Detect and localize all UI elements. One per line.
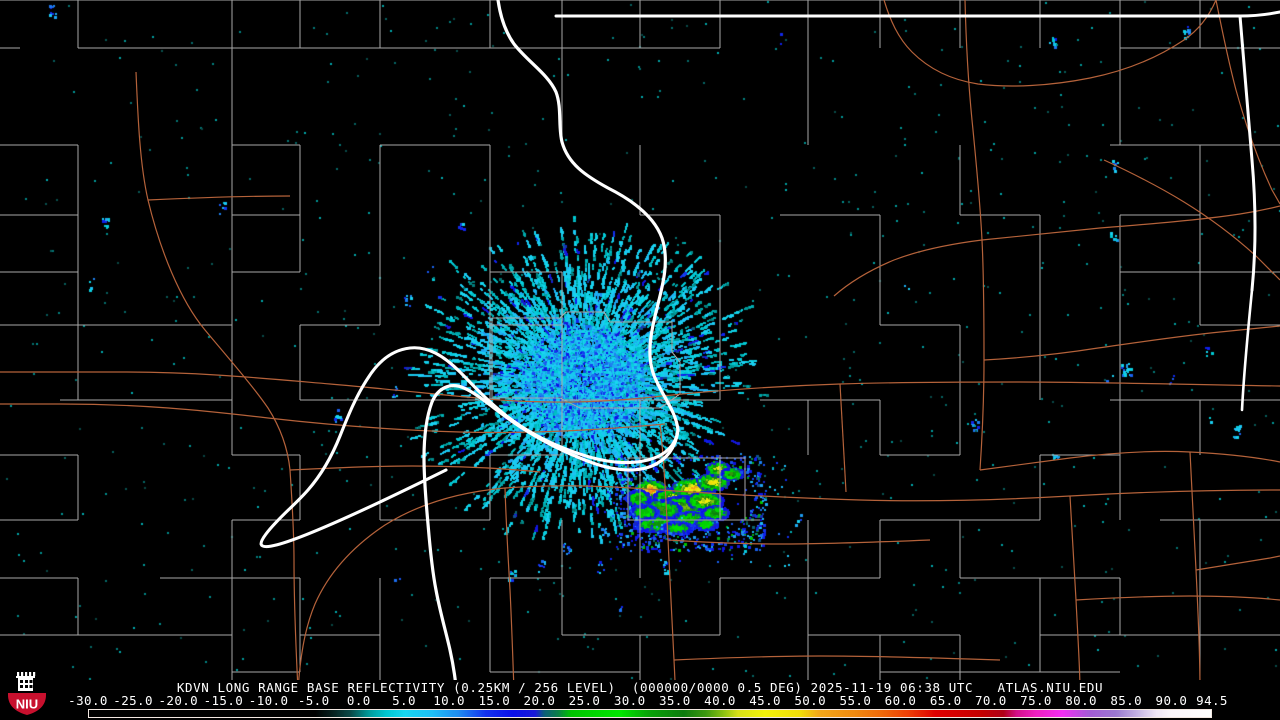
hwy-18: [504, 487, 515, 691]
hwy-22: [147, 195, 291, 201]
colorbar-tick-20: 70.0: [974, 693, 1007, 708]
colorbar-tick-3: -15.0: [203, 693, 244, 708]
castle-windows: [20, 680, 33, 688]
colorbar-gradient: [89, 710, 1211, 717]
state-line-north: [554, 10, 1280, 18]
hwy-8: [883, 0, 1217, 87]
colorbar-tick-10: 20.0: [523, 693, 556, 708]
state-boundaries: [259, 0, 1280, 692]
shield-red-band: [8, 693, 46, 715]
colorbar-tick-6: 0.0: [346, 693, 371, 708]
colorbar-tick-14: 40.0: [704, 693, 736, 708]
colorbar-tick-21: 75.0: [1020, 693, 1052, 708]
colorbar-tick-12: 30.0: [613, 693, 646, 708]
hwy-12: [1215, 0, 1280, 205]
colorbar-tick-1: -25.0: [113, 693, 153, 708]
hwy-21: [983, 325, 1280, 361]
colorbar-tick-22: 80.0: [1065, 693, 1097, 708]
product-title: KDVN LONG RANGE BASE REFLECTIVITY (0.25K…: [176, 680, 1104, 695]
hwy-23: [833, 239, 983, 297]
niu-wordmark: NIU: [16, 697, 38, 712]
colorbar-tick-23: 85.0: [1110, 693, 1143, 708]
hwy-1: [135, 71, 299, 691]
colorbar-tick-9: 15.0: [478, 693, 511, 708]
county-boundaries: [0, 0, 1280, 690]
colorbar-tick-17: 55.0: [839, 693, 872, 708]
colorbar-tick-8: 10.0: [433, 693, 465, 708]
metro-outline-1: [491, 311, 681, 409]
hwy-10: [1189, 451, 1201, 691]
colorbar-tick-18: 60.0: [884, 693, 917, 708]
colorbar-tick-24: 90.0: [1155, 693, 1188, 708]
info-bar: KDVN LONG RANGE BASE REFLECTIVITY (0.25K…: [0, 665, 1280, 720]
hwy-2: [0, 371, 1280, 403]
hwy-16: [839, 383, 847, 493]
colorbar-tick-13: 35.0: [658, 693, 691, 708]
river-lower-hidden: [259, 346, 680, 549]
hwy-4: [297, 485, 1280, 691]
colorbar-tick-11: 25.0: [568, 693, 601, 708]
niu-shield-logo[interactable]: NIU: [6, 665, 48, 717]
hwy-13: [1103, 159, 1280, 281]
river-mississippi-lower: [422, 384, 680, 692]
colorbar-tick-2: -20.0: [158, 693, 199, 708]
hwy-9: [979, 450, 1280, 471]
colorbar-tick-0: -30.0: [68, 693, 108, 708]
hwy-3: [0, 403, 666, 434]
colorbar-tick-7: 5.0: [392, 693, 416, 708]
colorbar-tick-labels: -30.0 -25.0 -20.0 -15.0 -10.0 -5.0 0.0 5.0 10.0 1…: [0, 694, 1280, 708]
hwy-14: [289, 465, 541, 473]
state-line-east-upper: [1238, 14, 1257, 292]
reflectivity-colorbar[interactable]: [88, 709, 1212, 718]
hwy-20: [1075, 595, 1280, 601]
colorbar-tick-4: -10.0: [248, 693, 289, 708]
colorbar-tick-16: 50.0: [794, 693, 827, 708]
state-line-east-lower: [1240, 288, 1254, 412]
river-mississippi-upper: [496, 0, 680, 432]
colorbar-tick-19: 65.0: [929, 693, 962, 708]
colorbar-tick-5: -5.0: [297, 693, 330, 708]
hwy-7: [981, 205, 1280, 241]
colorbar-tick-25: 94.5: [1196, 693, 1228, 708]
hwy-17: [673, 655, 1001, 661]
metro-outline-2: [627, 457, 746, 521]
hwy-11: [1195, 555, 1280, 571]
colorbar-tick-15: 45.0: [749, 693, 781, 708]
hwy-5: [659, 423, 677, 713]
hwy-15: [667, 539, 931, 545]
hwy-6: [964, 0, 985, 471]
hwy-19: [1069, 495, 1081, 691]
